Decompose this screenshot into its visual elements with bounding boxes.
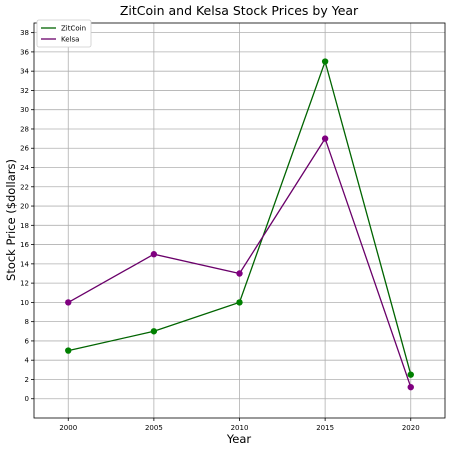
x-tick-label: 2010 [231,424,249,432]
y-tick-label: 12 [20,280,29,288]
data-point-zitcoin [321,58,329,65]
legend-label-kelsa: Kelsa [61,36,79,44]
data-point-kelsa [236,270,243,277]
data-point-zitcoin [407,371,414,378]
y-tick-label: 38 [20,29,29,37]
y-tick-label: 26 [20,145,29,153]
series-group [65,58,414,391]
data-point-kelsa [150,251,158,258]
x-tick-label: 2000 [59,424,77,432]
y-tick-label: 2 [25,376,29,384]
x-axis: 2000 2005 2010 2015 2020 [59,418,420,432]
data-point-zitcoin [236,299,243,306]
y-axis-label: Stock Price ($dollars) [4,159,18,281]
chart-title: ZitCoin and Kelsa Stock Prices by Year [120,3,359,18]
x-tick-label: 2005 [145,424,163,432]
y-tick-label: 22 [20,183,29,191]
data-point-kelsa [407,383,414,391]
y-tick-label: 34 [20,68,29,76]
y-tick-label: 4 [25,357,30,365]
y-tick-label: 6 [25,337,30,345]
y-tick-label: 8 [25,318,29,326]
y-tick-label: 32 [20,87,29,95]
y-tick-label: 20 [20,203,29,211]
legend-label-zitcoin: ZitCoin [61,25,86,33]
x-tick-label: 2015 [316,424,334,432]
y-tick-label: 18 [20,222,29,230]
y-tick-label: 16 [20,241,29,249]
y-tick-label: 24 [20,164,29,172]
x-axis-label: Year [226,432,252,446]
legend-box [36,19,92,48]
y-tick-label: 30 [20,106,29,114]
y-tick-label: 0 [25,395,29,403]
legend: ZitCoin Kelsa [36,19,92,48]
data-point-zitcoin [150,328,158,335]
data-point-kelsa [65,299,72,306]
data-point-kelsa [321,135,329,142]
grid [34,23,445,418]
y-tick-label: 28 [20,125,29,133]
y-tick-label: 36 [20,48,29,56]
data-point-zitcoin [65,347,72,354]
y-tick-label: 14 [20,260,29,268]
x-tick-label: 2020 [402,424,420,432]
y-tick-label: 10 [20,299,29,307]
